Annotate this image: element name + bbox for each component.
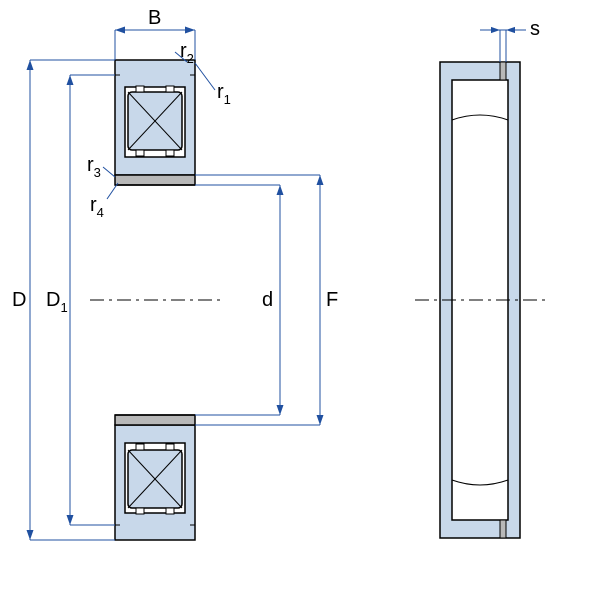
cage-tab bbox=[166, 508, 174, 514]
inner-ring-top bbox=[115, 175, 195, 185]
arrowhead bbox=[317, 175, 324, 185]
arrowhead bbox=[27, 530, 34, 540]
inner-ring-bottom bbox=[115, 415, 195, 425]
arrowhead bbox=[185, 27, 195, 34]
cage-tab bbox=[136, 508, 144, 514]
arrowhead bbox=[506, 27, 515, 33]
label-D: D bbox=[12, 289, 26, 311]
cage-tab bbox=[136, 86, 144, 92]
label-D1: D1 bbox=[46, 289, 68, 315]
snap-ring-bottom bbox=[500, 520, 506, 538]
leader-r3 bbox=[103, 167, 115, 177]
label-r4: r4 bbox=[90, 194, 104, 220]
cage-tab bbox=[166, 444, 174, 450]
leader-r4 bbox=[107, 183, 118, 199]
cage-tab bbox=[136, 444, 144, 450]
label-s: s bbox=[530, 18, 540, 40]
label-d: d bbox=[262, 289, 273, 311]
arrowhead bbox=[27, 60, 34, 70]
snap-ring-top bbox=[500, 62, 506, 80]
arrowhead bbox=[67, 75, 74, 85]
cage-tab bbox=[166, 86, 174, 92]
arrowhead bbox=[277, 185, 284, 195]
arrowhead bbox=[277, 405, 284, 415]
leader-r1 bbox=[195, 63, 215, 90]
arrowhead bbox=[115, 27, 125, 34]
arrowhead bbox=[67, 515, 74, 525]
label-F: F bbox=[326, 289, 338, 311]
label-B: B bbox=[148, 7, 161, 29]
label-r1: r1 bbox=[217, 81, 231, 107]
cage-tab bbox=[166, 150, 174, 156]
label-r3: r3 bbox=[87, 154, 101, 180]
arrowhead bbox=[317, 415, 324, 425]
cage-tab bbox=[136, 150, 144, 156]
arrowhead bbox=[491, 27, 500, 33]
